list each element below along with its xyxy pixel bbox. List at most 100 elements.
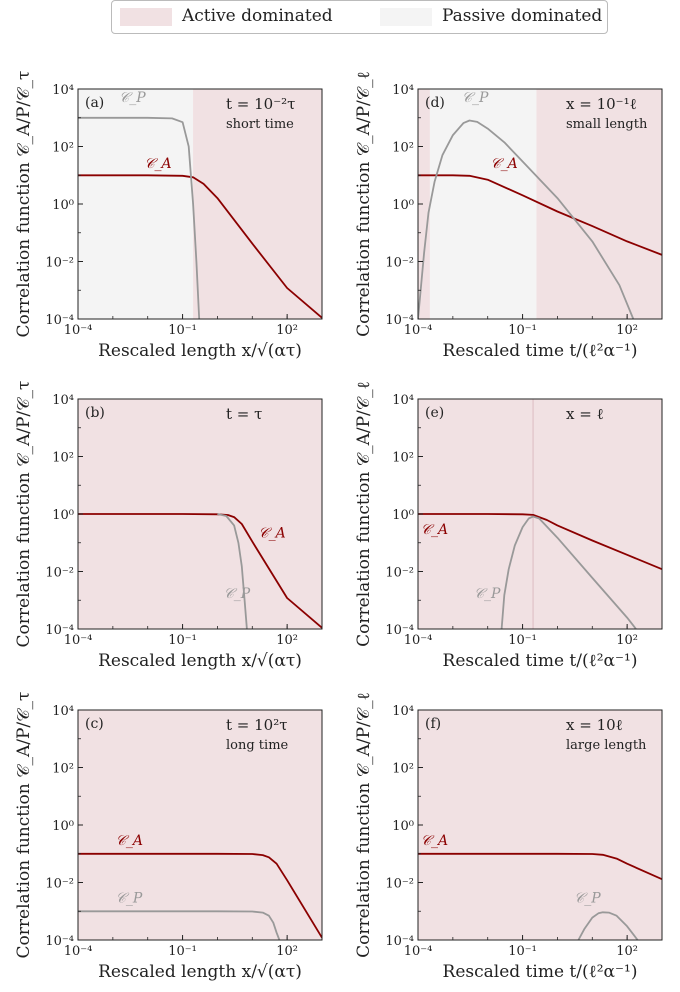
series-label-passive-c: 𝒞_P: [116, 891, 143, 907]
series-line-active-f: [418, 852, 662, 881]
xlabel-e: Rescaled time t/(ℓ²α⁻¹): [443, 651, 638, 671]
ytick-label-b-1: 10⁻²: [45, 566, 74, 581]
series-label-active-d: 𝒞_A: [490, 156, 517, 172]
ytick-label-f-3: 10²: [392, 762, 414, 777]
series-label-active-f: 𝒞_A: [421, 833, 448, 849]
series-line-passive-c: [78, 910, 281, 940]
xtick-label-d-2: 10²: [616, 323, 638, 338]
ylabel-b: Correlation function 𝒞_A/P/𝒞_τ: [14, 381, 34, 648]
xtick-label-c-0: 10⁻⁴: [64, 944, 93, 959]
annotation-b-0: t = τ: [226, 405, 262, 423]
ytick-label-f-4: 10⁴: [392, 704, 414, 719]
ytick-label-c-3: 10²: [52, 762, 74, 777]
xtick-label-c-2: 10²: [276, 944, 298, 959]
xtick-label-d-0: 10⁻⁴: [404, 323, 433, 338]
ytick-label-a-1: 10⁻²: [45, 256, 74, 271]
ylabel-a: Correlation function 𝒞_A/P/𝒞_τ: [14, 71, 34, 338]
ytick-label-d-3: 10²: [392, 141, 414, 156]
ytick-label-e-4: 10⁴: [392, 393, 414, 408]
ytick-label-b-0: 10⁻⁴: [45, 623, 74, 638]
panel-label-b: (b): [85, 405, 105, 421]
annotation-c-0: t = 10²τ: [226, 716, 288, 734]
series-line-passive-f: [577, 911, 639, 940]
ytick-label-a-3: 10²: [52, 141, 74, 156]
panel-label-e: (e): [425, 405, 444, 421]
xlabel-c: Rescaled length x/√(ατ): [98, 962, 302, 982]
series-line-active-d: [418, 174, 662, 256]
panel-label-c: (c): [85, 716, 104, 732]
xtick-label-e-2: 10²: [616, 633, 638, 648]
xtick-label-a-0: 10⁻⁴: [64, 323, 93, 338]
series-line-passive-b: [217, 513, 248, 629]
panel-f: 10⁻⁴ 10⁻² 10⁰ 10² 10⁴ 10⁻⁴ 10⁻¹ 10² Rescaled tim…: [354, 692, 663, 982]
xlabel-f: Rescaled time t/(ℓ²α⁻¹): [443, 962, 638, 982]
series-label-passive-b: 𝒞_P: [224, 586, 251, 602]
series-line-passive-d: [418, 119, 635, 319]
ylabel-c: Correlation function 𝒞_A/P/𝒞_τ: [14, 692, 34, 959]
xtick-label-d-1: 10⁻¹: [508, 323, 537, 338]
panel-label-a: (a): [85, 95, 104, 111]
ytick-label-e-1: 10⁻²: [385, 566, 414, 581]
series-label-passive-a: 𝒞_P: [119, 90, 146, 106]
region-active-a-1: [193, 89, 322, 319]
annotation-a-1: short time: [226, 117, 294, 132]
ytick-label-c-0: 10⁻⁴: [45, 934, 74, 949]
series-line-active-b: [78, 513, 322, 629]
ytick-label-e-0: 10⁻⁴: [385, 623, 414, 638]
ylabel-e: Correlation function 𝒞_A/P/𝒞_ℓ: [354, 381, 374, 647]
region-active-c-0: [78, 710, 322, 940]
ytick-label-b-3: 10²: [52, 451, 74, 466]
panel-e: 10⁻⁴ 10⁻² 10⁰ 10² 10⁴ 10⁻⁴ 10⁻¹ 10² Rescaled tim…: [354, 381, 663, 671]
legend-label-active: Active dominated: [182, 6, 333, 26]
ytick-label-a-2: 10⁰: [52, 198, 74, 213]
figure-legend: Active dominated Passive dominated: [111, 0, 608, 34]
series-label-active-a: 𝒞_A: [144, 156, 171, 172]
region-active-f-0: [418, 710, 662, 940]
ytick-label-d-0: 10⁻⁴: [385, 313, 414, 328]
series-label-active-e: 𝒞_A: [421, 522, 448, 538]
xtick-label-f-1: 10⁻¹: [508, 944, 537, 959]
panel-b: 10⁻⁴ 10⁻² 10⁰ 10² 10⁴ 10⁻⁴ 10⁻¹ 10² Rescaled len…: [14, 381, 323, 671]
xtick-label-a-1: 10⁻¹: [168, 323, 197, 338]
ytick-label-f-0: 10⁻⁴: [385, 934, 414, 949]
xlabel-a: Rescaled length x/√(ατ): [98, 341, 302, 361]
series-label-passive-d: 𝒞_P: [462, 90, 489, 106]
series-label-passive-e: 𝒞_P: [474, 586, 501, 602]
ylabel-f: Correlation function 𝒞_A/P/𝒞_ℓ: [354, 692, 374, 958]
legend-label-passive: Passive dominated: [442, 6, 603, 26]
region-active-d-0: [418, 89, 430, 319]
annotation-c-1: long time: [226, 738, 289, 753]
xtick-label-b-1: 10⁻¹: [168, 633, 197, 648]
xtick-label-e-1: 10⁻¹: [508, 633, 537, 648]
xtick-label-c-1: 10⁻¹: [168, 944, 197, 959]
ytick-label-a-0: 10⁻⁴: [45, 313, 74, 328]
xtick-label-b-2: 10²: [276, 633, 298, 648]
panel-c: 10⁻⁴ 10⁻² 10⁰ 10² 10⁴ 10⁻⁴ 10⁻¹ 10² Rescaled len…: [14, 692, 323, 982]
series-label-active-b: 𝒞_A: [258, 526, 285, 542]
legend-swatch-active: [120, 8, 172, 26]
annotation-f-1: large length: [566, 738, 647, 753]
annotation-a-0: t = 10⁻²τ: [226, 95, 295, 113]
ytick-label-d-2: 10⁰: [392, 198, 414, 213]
ylabel-d: Correlation function 𝒞_A/P/𝒞_ℓ: [354, 71, 374, 337]
legend-swatch-passive: [380, 8, 432, 26]
annotation-e-0: x = ℓ: [566, 405, 604, 423]
ytick-label-c-1: 10⁻²: [45, 877, 74, 892]
xtick-label-f-2: 10²: [616, 944, 638, 959]
region-passive-a-0: [78, 89, 194, 319]
panel-label-f: (f): [425, 716, 441, 732]
ytick-label-e-2: 10⁰: [392, 508, 414, 523]
annotation-d-1: small length: [566, 117, 648, 132]
ytick-label-f-2: 10⁰: [392, 819, 414, 834]
series-line-passive-a: [78, 116, 201, 319]
series-line-passive-e: [500, 515, 637, 629]
xtick-label-a-2: 10²: [276, 323, 298, 338]
region-active-d-2: [536, 89, 662, 319]
series-line-active-e: [418, 513, 662, 571]
xtick-label-f-0: 10⁻⁴: [404, 944, 433, 959]
xtick-label-e-0: 10⁻⁴: [404, 633, 433, 648]
series-line-active-a: [78, 174, 322, 319]
ytick-label-b-2: 10⁰: [52, 508, 74, 523]
ytick-label-e-3: 10²: [392, 451, 414, 466]
